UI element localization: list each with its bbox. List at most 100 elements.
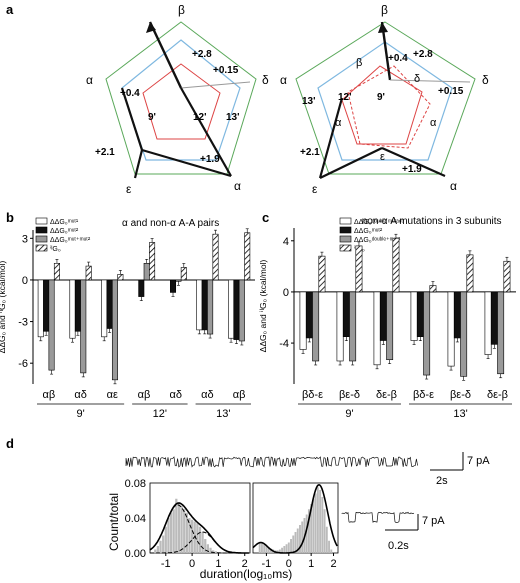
category-label: αδ	[74, 389, 86, 401]
position-label: 12'	[193, 112, 207, 123]
histogram-bar	[258, 542, 261, 553]
arrow-epsilon-alpha	[318, 97, 344, 179]
chart-title: non-α A mutations in 3 subunits	[362, 216, 502, 227]
histogram-bar	[305, 514, 308, 553]
histogram-bar	[294, 532, 297, 553]
bar	[117, 274, 124, 281]
histogram-bar	[328, 540, 331, 553]
energy-label: +0.4	[388, 53, 408, 64]
histogram-bar	[212, 550, 215, 553]
bar	[342, 291, 350, 337]
arrowhead-beta	[378, 22, 388, 33]
histogram-bar	[180, 505, 183, 553]
bar	[318, 255, 326, 293]
histogram-bar	[214, 551, 217, 553]
histogram-bar	[325, 526, 328, 553]
bar	[305, 291, 313, 339]
histogram-bar	[312, 498, 315, 553]
bar	[299, 291, 307, 350]
histogram-bar	[177, 502, 181, 553]
inner-subunit-label: δ	[414, 73, 420, 85]
category-label: αδ	[201, 389, 213, 401]
bar	[410, 291, 418, 341]
subunit-label: α	[450, 179, 457, 193]
energy-label: +1.9	[200, 154, 220, 165]
subunit-label: ε	[126, 182, 132, 196]
histogram-bar	[188, 518, 191, 553]
energy-label: +2.8	[413, 49, 433, 60]
panel-b-chart: 3 0 -3 -6 ΔΔG₀ and ⁱᴵG₀ (kcal/mol) α and non-…	[0, 217, 255, 420]
arrow-alpha	[381, 146, 446, 178]
histogram-bar	[314, 493, 317, 553]
x-tick-label: 0	[286, 558, 292, 570]
y-tick-label: 0	[22, 275, 28, 287]
y-tick-label: 0.04	[125, 513, 146, 525]
category-label: αβ	[233, 389, 246, 401]
legend-label: ΔΔG₀ᵈᵒᵘᵇˡᵉ ᵐᵘᵗᵃⁿᵗ	[354, 219, 403, 226]
bar	[101, 279, 108, 338]
inner-subunit-label: α	[335, 117, 342, 129]
category-label: αβ	[43, 389, 56, 401]
histogram-bar	[156, 546, 160, 553]
y-tick-label: 0	[283, 287, 289, 299]
legend-swatch	[35, 217, 48, 225]
subunit-label: α	[234, 179, 241, 193]
y-axis-label: ΔΔG₀ and ⁱᴵG₀ (kcal/mol)	[258, 260, 268, 353]
histogram-bar	[196, 523, 199, 553]
bar	[228, 279, 235, 339]
bar	[138, 279, 145, 297]
legend-label: ΔΔG₀ᵐᵘᵗ²	[354, 228, 383, 235]
bar	[453, 291, 461, 339]
category-label: δε-β	[487, 389, 508, 401]
inset-scale-time-label: 0.2s	[388, 540, 409, 552]
category-label: αδ	[169, 389, 181, 401]
inner-pentagon	[341, 65, 423, 145]
chart-title: α and non-α A-A pairs	[122, 218, 219, 229]
x-tick-label: 0	[189, 558, 195, 570]
legend-label: ΔΔG₀ᵐᵘᵗ²	[50, 228, 79, 235]
histogram-bar	[162, 535, 165, 553]
group-label: 13'	[453, 408, 467, 420]
single-channel-trace	[125, 456, 418, 468]
scale-time-label: 2s	[436, 475, 448, 487]
y-tick-label: 3	[22, 233, 28, 245]
panel-c-letter: c	[262, 210, 269, 225]
bar	[207, 279, 214, 335]
legend-label: ΔΔG₀ᵈᵒᵘᵇˡᵉ⁺ᵐᵘᵗ²	[354, 237, 401, 244]
bar	[106, 279, 113, 329]
dwell-histogram-right: -1 0 1 2	[252, 482, 339, 570]
panel-d-letter: d	[6, 436, 14, 451]
inset-trace	[341, 511, 415, 523]
histogram-ylabel: Count/total	[107, 493, 121, 551]
legend-swatch	[339, 235, 352, 243]
bar	[233, 279, 240, 340]
histogram-bar	[316, 487, 319, 553]
bar	[423, 291, 431, 376]
histogram-bar	[185, 512, 188, 553]
dwell-histogram-left: -1 0 1 2 0.08 0.04 0.00	[125, 478, 251, 570]
trace-scale-bar: 7 pA 2s	[430, 452, 490, 487]
bar	[43, 279, 50, 332]
inset-scale-current-label: 7 pA	[422, 515, 445, 527]
histogram-bar	[159, 540, 162, 553]
position-label: 13'	[226, 112, 240, 123]
bar	[497, 291, 505, 375]
subunit-label: δ	[262, 73, 269, 87]
legend-swatch	[339, 244, 352, 252]
bar	[355, 245, 363, 293]
histogram-bar	[172, 509, 175, 553]
histogram-bar	[296, 528, 299, 553]
x-tick-label: 1	[308, 558, 314, 570]
panel-a-right-diagram	[295, 21, 476, 179]
fit-curve	[150, 531, 249, 554]
histogram-bar	[175, 498, 178, 553]
fit-curve	[252, 483, 338, 554]
x-tick-label: -1	[262, 558, 272, 570]
y-tick-label: -3	[18, 317, 28, 329]
bar	[429, 285, 437, 293]
arrow-beta	[148, 21, 183, 89]
inner-subunit-label: β	[356, 57, 362, 69]
bar	[201, 279, 208, 331]
histogram-bar	[204, 539, 207, 553]
bar	[312, 291, 320, 362]
